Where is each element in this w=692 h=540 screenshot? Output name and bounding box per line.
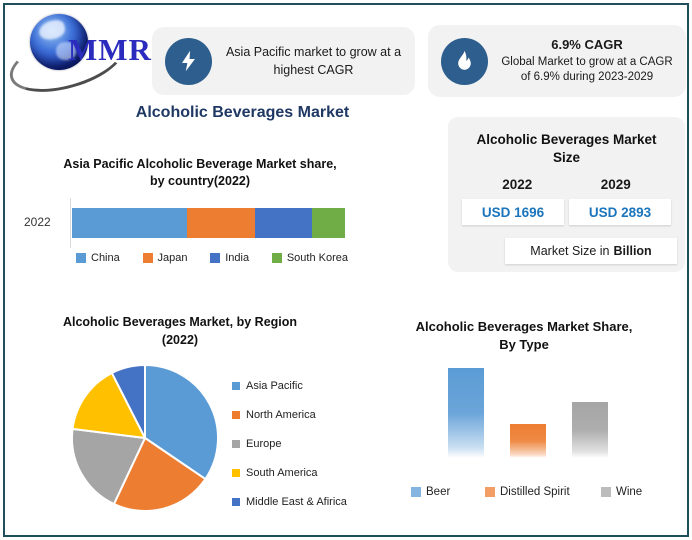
country-chart-legend: China Japan India South Korea xyxy=(76,252,348,264)
pie-slice-south-america xyxy=(71,371,146,439)
lightning-icon xyxy=(165,37,212,85)
legend-swatch xyxy=(210,253,221,263)
legend-label: Asia Pacific xyxy=(246,380,303,392)
cagr-text: Global Market to grow at a CAGR of 6.9% … xyxy=(501,56,673,83)
region-chart-title: Alcoholic Beverages Market, by Region (2… xyxy=(62,315,298,347)
legend-swatch xyxy=(232,498,240,506)
legend-swatch xyxy=(232,440,240,448)
market-size-unit: Market Size in Billion xyxy=(505,238,677,264)
unit-bold: Billion xyxy=(613,244,652,258)
legend-item-south-america: South America xyxy=(232,467,347,479)
highlight-card-text: Asia Pacific market to grow at a highest… xyxy=(225,44,402,77)
legend-swatch xyxy=(142,253,153,263)
legend-label: Distilled Spirit xyxy=(500,486,570,498)
country-stacked-bar xyxy=(72,208,345,238)
legend-label: Europe xyxy=(246,438,282,450)
legend-item-europe: Europe xyxy=(232,438,347,450)
highlight-card-cagr: 6.9% CAGR Global Market to grow at a CAG… xyxy=(428,25,686,97)
legend-label: North America xyxy=(246,409,316,421)
flame-icon xyxy=(441,37,488,85)
country-chart-axis-line xyxy=(70,198,71,248)
legend-item-asia-pacific: Asia Pacific xyxy=(232,380,347,392)
region-pie-chart xyxy=(71,364,219,512)
highlight-card-asia-pacific: Asia Pacific market to grow at a highest… xyxy=(152,27,415,95)
bar-wine xyxy=(572,402,608,458)
market-size-title: Alcoholic Beverages Market Size xyxy=(476,132,657,166)
legend-label: China xyxy=(91,252,120,264)
mmr-logo: MMR xyxy=(3,10,152,104)
legend-item-india: India xyxy=(210,252,249,264)
legend-swatch xyxy=(411,487,421,497)
bar-segment-south-korea xyxy=(312,208,345,238)
country-chart-title: Asia Pacific Alcoholic Beverage Market s… xyxy=(63,157,337,188)
type-bar-chart xyxy=(448,368,608,458)
legend-label: South America xyxy=(246,467,318,479)
bar-beer xyxy=(448,368,484,458)
legend-swatch xyxy=(232,382,240,390)
legend-swatch xyxy=(232,411,240,419)
legend-swatch xyxy=(601,487,611,497)
legend-swatch xyxy=(76,253,86,263)
year-2029-label: 2029 xyxy=(600,177,631,193)
logo-text: MMR xyxy=(68,32,152,67)
bar-segment-japan xyxy=(186,208,255,238)
legend-label: South Korea xyxy=(286,252,348,264)
legend-label: Middle East & Afirica xyxy=(246,496,347,508)
legend-label: Beer xyxy=(426,486,451,498)
legend-swatch xyxy=(485,487,495,497)
legend-item-north-america: North America xyxy=(232,409,347,421)
globe-icon xyxy=(30,14,88,70)
region-chart-legend: Asia Pacific North America Europe South … xyxy=(232,380,347,508)
type-chart-title: Alcoholic Beverages Market Share, By Typ… xyxy=(415,319,633,353)
legend-swatch xyxy=(271,253,282,263)
legend-swatch xyxy=(232,469,240,477)
market-size-panel: Alcoholic Beverages Market Size 2022 202… xyxy=(448,117,685,272)
pie-slice-asia-pacific xyxy=(144,364,219,481)
market-size-value-2022: USD 1696 xyxy=(462,199,564,226)
legend-item-japan: Japan xyxy=(142,252,188,264)
pie-slice-europe xyxy=(71,427,146,506)
legend-item-distilled-spirit: Distilled Spirit xyxy=(485,486,570,498)
legend-item-wine: Wine xyxy=(601,486,642,498)
bar-segment-china xyxy=(72,208,187,238)
legend-label: Wine xyxy=(616,486,643,498)
page-title: Alcoholic Beverages Market xyxy=(135,104,350,121)
legend-label: Japan xyxy=(157,252,188,264)
year-2022-label: 2022 xyxy=(502,177,533,193)
legend-item-china: China xyxy=(76,252,120,264)
cagr-title: 6.9% CAGR xyxy=(551,37,623,53)
bar-distilled-spirit xyxy=(510,424,546,458)
legend-item-middle-east-africa: Middle East & Afirica xyxy=(232,496,347,508)
market-size-value-2029: USD 2893 xyxy=(569,199,671,226)
legend-item-south-korea: South Korea xyxy=(271,252,348,264)
legend-label: India xyxy=(225,252,250,264)
legend-item-beer: Beer xyxy=(411,486,450,498)
unit-prefix: Market Size in xyxy=(530,244,610,258)
bar-segment-india xyxy=(254,208,313,238)
country-chart-category-label: 2022 xyxy=(24,215,51,229)
pie-slice-middle-east-afirica xyxy=(110,364,146,439)
